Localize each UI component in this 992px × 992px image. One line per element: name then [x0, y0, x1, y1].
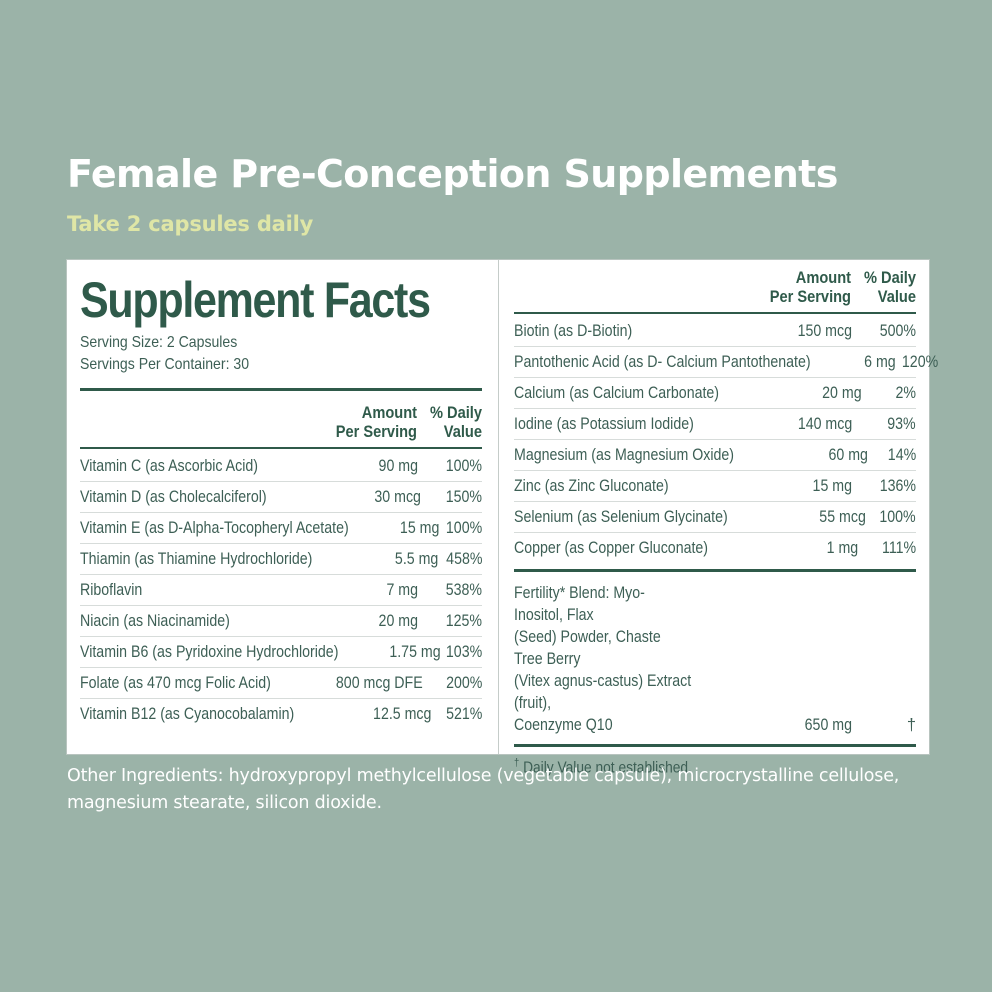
blend-rule [514, 569, 916, 572]
nutrient-row: Thiamin (as Thiamine Hydrochloride) 5.5 m… [80, 544, 482, 575]
servings-per-container: Servings Per Container: 30 [80, 356, 250, 373]
nutrient-row: Vitamin B6 (as Pyridoxine Hydrochloride)… [80, 637, 482, 668]
nutrient-row: Vitamin E (as D-Alpha-Tocopheryl Acetate… [80, 513, 482, 544]
supplement-facts-panel: Supplement Facts Serving Size: 2 Capsule… [66, 259, 938, 776]
blend-amount: 650 mg [804, 716, 852, 734]
amount-header: Amount Per Serving [335, 403, 417, 441]
column-header: Amount Per Serving % Daily Value [80, 391, 482, 447]
daily-value-footnote: † Daily Value not established. [514, 757, 692, 777]
nutrient-row: Calcium (as Calcium Carbonate) 20 mg 2% [514, 378, 916, 409]
nutrient-row: Folate (as 470 mcg Folic Acid) 800 mcg DF… [80, 668, 482, 699]
proprietary-blend-row: Fertility* Blend: Myo-Inositol, Flax (Se… [514, 572, 916, 744]
nutrient-row: Magnesium (as Magnesium Oxide) 60 mg 14% [514, 440, 916, 471]
nutrient-row: Niacin (as Niacinamide) 20 mg 125% [80, 606, 482, 637]
nutrient-row: Iodine (as Potassium Iodide) 140 mcg 93% [514, 409, 916, 440]
nutrient-row: Copper (as Copper Gluconate) 1 mg 111% [514, 538, 916, 557]
serving-info: Serving Size: 2 Capsules Servings Per Co… [80, 332, 434, 376]
nutrient-row: Biotin (as D-Biotin) 150 mcg 500% [514, 316, 916, 347]
facts-right-column: Amount Per Serving % Daily Value Biotin … [514, 260, 938, 777]
footnote-rule [514, 744, 916, 747]
nutrient-list-right: Biotin (as D-Biotin) 150 mcg 500% Pantothe… [514, 314, 938, 563]
supplement-facts-heading: Supplement Facts [80, 272, 431, 328]
heading-rule [80, 388, 482, 391]
amount-header: Amount Per Serving [769, 268, 851, 306]
dosage-instruction: Take 2 capsules daily [67, 212, 314, 236]
nutrient-row: Vitamin D (as Cholecalciferol) 30 mcg 150% [80, 482, 482, 513]
other-ingredients: Other Ingredients: hydroxypropyl methylc… [67, 766, 900, 813]
nutrient-row: Riboflavin 7 mg 538% [80, 575, 482, 606]
serving-size: Serving Size: 2 Capsules [80, 334, 238, 351]
column-divider [498, 260, 499, 754]
column-header: Amount Per Serving % Daily Value [514, 260, 916, 312]
nutrient-row: Zinc (as Zinc Gluconate) 15 mg 136% [514, 471, 916, 502]
nutrient-list-left: Vitamin C (as Ascorbic Acid) 90 mg 100% Vi… [80, 449, 482, 729]
nutrient-row: Vitamin C (as Ascorbic Acid) 90 mg 100% [80, 451, 482, 482]
header-rule [80, 447, 482, 449]
page-title: Female Pre-Conception Supplements [67, 152, 838, 196]
nutrient-row: Pantothenic Acid (as D- Calcium Pantothe… [514, 347, 938, 378]
daily-value-header: % Daily Value [429, 403, 482, 441]
facts-left-column: Supplement Facts Serving Size: 2 Capsule… [80, 260, 482, 729]
blend-ingredients: Fertility* Blend: Myo-Inositol, Flax (Se… [514, 584, 692, 734]
daily-value-header: % Daily Value [863, 268, 916, 306]
blend-daily-value: † [906, 716, 916, 734]
nutrient-row: Vitamin B12 (as Cyanocobalamin) 12.5 mcg 5… [80, 704, 482, 723]
header-rule [514, 312, 916, 314]
nutrient-row: Selenium (as Selenium Glycinate) 55 mcg 10… [514, 502, 916, 533]
